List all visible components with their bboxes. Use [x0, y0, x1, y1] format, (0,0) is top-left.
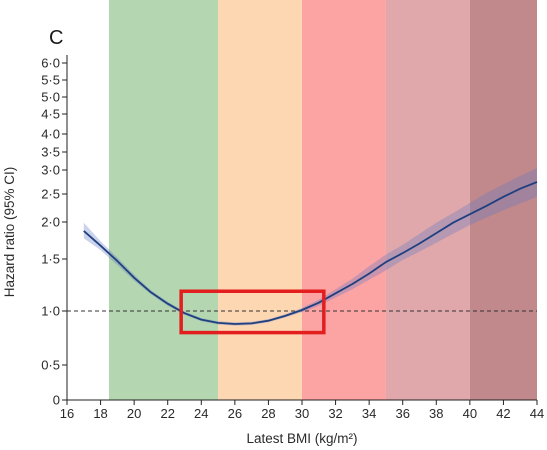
- x-tick-label-42: 42: [496, 406, 510, 421]
- x-tick-label-34: 34: [362, 406, 376, 421]
- y-tick-label-3: 3·0: [41, 163, 60, 178]
- y-tick-label-4: 4·0: [41, 127, 60, 142]
- x-tick-label-32: 32: [328, 406, 342, 421]
- y-tick-label-2.5: 2·5: [41, 187, 60, 202]
- bmi-band-3: [302, 0, 386, 400]
- x-tick-label-28: 28: [261, 406, 275, 421]
- x-tick-label-44: 44: [530, 406, 544, 421]
- x-tick-label-16: 16: [60, 406, 74, 421]
- x-tick-label-36: 36: [395, 406, 409, 421]
- x-tick-label-38: 38: [429, 406, 443, 421]
- x-axis-label: Latest BMI (kg/m²): [246, 431, 357, 446]
- y-axis-ticks: 0 0·5 1·0 1·5 2·0 2·5 3·0 3·5 4·0 4·5 5·0 5·5 6·0: [41, 56, 67, 408]
- x-tick-label-22: 22: [160, 406, 174, 421]
- x-tick-label-26: 26: [228, 406, 242, 421]
- hazard-line: [83, 181, 538, 325]
- hazard-curve: [83, 181, 538, 325]
- panel-label: C: [49, 27, 63, 49]
- red-highlight-rect: [179, 289, 326, 335]
- bmi-band-4: [385, 0, 470, 400]
- y-axis-label: Hazard ratio (95% CI): [2, 167, 17, 298]
- x-tick-label-30: 30: [295, 406, 309, 421]
- x-tick-label-24: 24: [194, 406, 208, 421]
- x-tick-label-20: 20: [127, 406, 141, 421]
- y-tick-label-5.5: 5·5: [41, 73, 60, 88]
- y-tick-label-1.5: 1·5: [41, 252, 60, 267]
- x-tick-label-40: 40: [463, 406, 477, 421]
- highlight-box: [179, 289, 326, 335]
- y-tick-label-0: 0: [53, 393, 60, 408]
- y-tick-label-5: 5·0: [41, 90, 60, 105]
- bmi-band-1: [108, 0, 219, 400]
- y-tick-label-2: 2·0: [41, 215, 60, 230]
- bmi-band-2: [218, 0, 302, 400]
- y-tick-label-4.5: 4·5: [41, 107, 60, 122]
- y-tick-label-6: 6·0: [41, 56, 60, 71]
- bmi-band-0: [67, 0, 109, 400]
- y-tick-label-0.5: 0·5: [41, 358, 60, 373]
- y-tick-label-1: 1·0: [41, 304, 60, 319]
- x-tick-label-18: 18: [93, 406, 107, 421]
- y-tick-label-3.5: 3·5: [41, 145, 60, 160]
- bmi-band-5: [469, 0, 537, 400]
- x-axis-ticks: 16 18 20 22 24 26 28 30 32 34 36 38 40 42 44: [60, 400, 544, 421]
- bmi-category-bands: [67, 0, 537, 400]
